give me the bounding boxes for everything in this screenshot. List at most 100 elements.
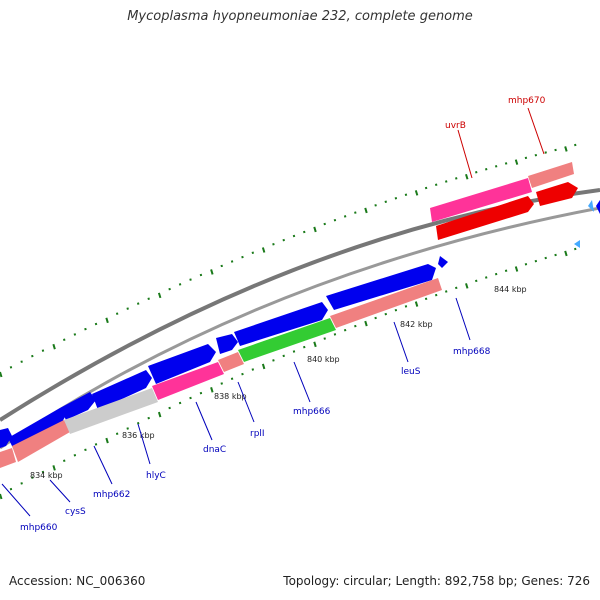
cds-arrow-forward: [60, 392, 96, 420]
tick-minor: [147, 416, 150, 420]
accession-text: Accession: NC_006360: [9, 574, 146, 588]
tick-minor: [84, 327, 87, 331]
cds-arrow-forward: [574, 240, 580, 248]
tick-minor: [394, 308, 398, 312]
tick-minor: [404, 305, 408, 308]
tick-major: [261, 363, 266, 370]
gene-label-mhp668[interactable]: mhp668: [453, 347, 491, 357]
tick-minor: [384, 200, 387, 203]
gene-label-dnaC[interactable]: dnaC: [203, 445, 226, 455]
cds-arrow-forward: [8, 408, 66, 450]
reverse-cds-track: [430, 162, 600, 248]
tick-minor: [484, 276, 488, 279]
gene-label-rplI[interactable]: rplI: [250, 429, 265, 439]
tick-minor: [574, 247, 577, 251]
tick-minor: [534, 259, 538, 263]
tick-minor: [230, 260, 234, 263]
label-leader-line: [137, 423, 151, 465]
gene-label-hlyC[interactable]: hlyC: [146, 471, 166, 481]
tick-major: [52, 465, 56, 471]
gene-label-mhp666[interactable]: mhp666: [293, 407, 331, 417]
tick-minor: [230, 377, 234, 381]
tick-minor: [534, 153, 538, 157]
tick-minor: [282, 354, 285, 358]
cds-arrow-forward: [596, 200, 600, 214]
tick-minor: [282, 238, 285, 242]
tick-major: [261, 247, 266, 253]
tick-major: [157, 411, 162, 418]
tick-minor: [343, 328, 347, 332]
tick-minor: [220, 382, 223, 385]
feature-segment: [330, 278, 442, 328]
gene-label-mhp662[interactable]: mhp662: [93, 490, 130, 500]
tick-minor: [178, 401, 182, 405]
tick-major: [465, 283, 469, 289]
label-leader-line: [457, 129, 473, 179]
tick-minor: [178, 283, 182, 286]
tick-minor: [292, 350, 296, 353]
tick-minor: [524, 156, 528, 160]
tick-minor: [374, 316, 377, 320]
tick-minor: [445, 290, 448, 293]
tick-minor: [9, 487, 13, 491]
tick-major: [105, 317, 109, 324]
label-leader-line: [1, 483, 31, 517]
tick-major: [313, 341, 317, 348]
tick-minor: [168, 406, 171, 410]
tick-major: [52, 343, 56, 350]
tick-minor: [524, 263, 528, 266]
tick-major: [0, 493, 3, 500]
tick-label: 836 kbp: [122, 431, 155, 440]
label-leader-line: [527, 107, 545, 155]
cds-arrow-forward: [588, 200, 594, 212]
tick-minor: [394, 196, 398, 200]
tick-minor: [20, 360, 23, 363]
tick-minor: [41, 470, 45, 474]
cds-arrow-forward: [92, 370, 152, 410]
label-leader-line: [195, 401, 213, 441]
cds-arrow-reverse: [436, 196, 534, 240]
tick-major: [414, 190, 419, 196]
tick-minor: [241, 372, 244, 376]
tick-minor: [455, 177, 458, 180]
tick-minor: [475, 279, 478, 283]
tick-major: [514, 266, 519, 272]
tick-minor: [494, 165, 498, 168]
tick-minor: [73, 454, 77, 457]
tick-minor: [354, 324, 357, 328]
tick-minor: [147, 297, 150, 300]
tick-major: [564, 250, 568, 257]
tick-minor: [404, 193, 408, 197]
gene-label-leuS[interactable]: leuS: [401, 367, 421, 377]
tick-minor: [504, 269, 508, 273]
feature-segment: [64, 388, 158, 434]
tick-minor: [475, 170, 478, 174]
tick-minor: [303, 230, 306, 234]
backbone-outer: [0, 188, 600, 422]
feature-segment: [528, 162, 574, 188]
tick-minor: [323, 337, 326, 340]
gene-label-mhp660[interactable]: mhp660: [20, 523, 58, 533]
tick-minor: [484, 167, 488, 171]
gene-label-mhp670[interactable]: mhp670: [508, 96, 546, 106]
tick-minor: [115, 432, 119, 435]
gene-label-uvrB[interactable]: uvrB: [445, 121, 466, 131]
tick-minor: [333, 218, 337, 222]
tick-major: [313, 226, 317, 233]
tick-major: [157, 292, 162, 299]
tick-minor: [20, 482, 23, 485]
tick-minor: [574, 143, 577, 147]
tick-minor: [544, 151, 547, 154]
tick-major: [564, 146, 568, 152]
tick-minor: [251, 251, 255, 254]
label-leader-line: [237, 381, 255, 423]
tick-minor: [434, 183, 438, 186]
tick-label: 834 kbp: [30, 471, 63, 480]
tick-minor: [343, 215, 347, 218]
feature-segment: [430, 178, 532, 222]
gene-label-cysS[interactable]: cysS: [65, 507, 86, 517]
tick-minor: [504, 162, 508, 165]
tick-minor: [354, 211, 357, 214]
tick-minor: [9, 366, 13, 369]
